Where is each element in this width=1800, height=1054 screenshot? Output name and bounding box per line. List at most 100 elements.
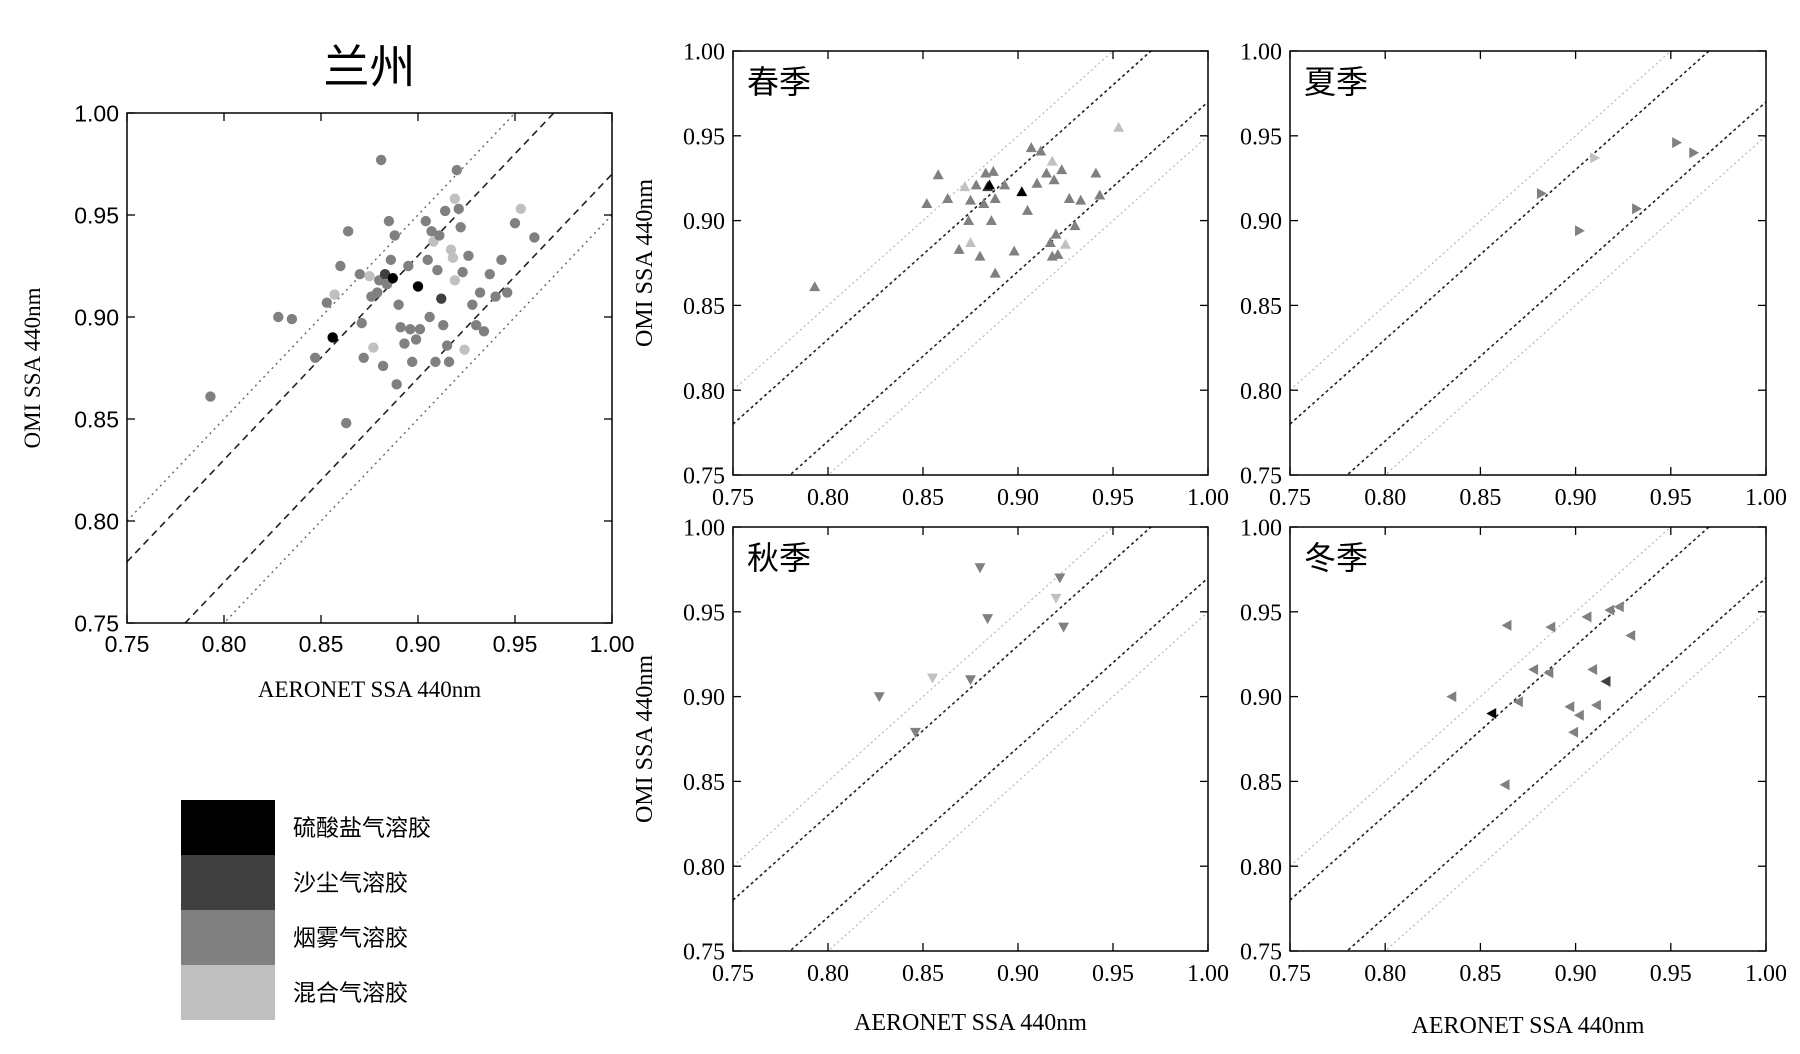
data-point xyxy=(335,260,346,272)
data-point xyxy=(424,311,435,323)
data-point xyxy=(356,317,367,329)
y-tick-label: 0.80 xyxy=(1240,379,1282,405)
data-point xyxy=(422,254,433,266)
y-tick-label: 0.95 xyxy=(683,600,725,626)
data-point xyxy=(1044,237,1056,248)
data-point xyxy=(974,250,986,261)
data-point xyxy=(342,226,354,237)
data-point xyxy=(1025,142,1037,153)
chart-title: 兰州 xyxy=(324,40,416,94)
data-point xyxy=(978,198,990,209)
data-point xyxy=(406,356,418,368)
legend-swatch xyxy=(181,910,275,965)
data-point xyxy=(459,344,470,355)
reference-line xyxy=(1290,527,1672,867)
data-point xyxy=(509,217,521,229)
data-point xyxy=(809,281,821,292)
legend-swatch xyxy=(181,855,275,910)
y-tick-label: 0.80 xyxy=(683,855,725,881)
data-point xyxy=(496,254,507,266)
data-point xyxy=(1094,189,1106,200)
data-point xyxy=(989,267,1001,278)
data-point xyxy=(309,352,321,363)
y-tick-label: 0.90 xyxy=(74,304,119,330)
reference-line xyxy=(733,51,1153,425)
data-point xyxy=(436,293,447,304)
data-point xyxy=(1499,779,1510,791)
plot-frame xyxy=(126,112,613,624)
x-tick-label: 0.90 xyxy=(997,485,1039,511)
data-point xyxy=(1041,167,1052,178)
y-tick-label: 0.85 xyxy=(1240,294,1282,320)
x-tick-label: 0.80 xyxy=(202,631,247,657)
data-point xyxy=(1575,225,1585,237)
data-point xyxy=(445,244,457,255)
data-point xyxy=(1632,203,1643,215)
data-point xyxy=(1035,145,1047,156)
x-tick-label: 0.85 xyxy=(299,631,344,657)
x-tick-label: 0.80 xyxy=(1364,485,1406,511)
data-point xyxy=(432,264,443,276)
x-tick-label: 0.95 xyxy=(493,631,538,657)
data-point xyxy=(329,289,340,300)
data-point xyxy=(1591,699,1601,711)
x-tick-label: 0.80 xyxy=(1364,961,1406,987)
data-point xyxy=(375,154,387,166)
reference-line xyxy=(733,51,1114,391)
x-axis-label: AERONET SSA 440nm xyxy=(1412,1013,1645,1039)
data-point xyxy=(463,250,474,261)
y-tick-label: 0.75 xyxy=(683,940,725,966)
data-point xyxy=(1545,621,1556,633)
data-point xyxy=(457,266,468,278)
data-point xyxy=(965,675,976,686)
data-point xyxy=(921,198,933,209)
x-tick-label: 0.75 xyxy=(1269,961,1311,987)
data-point xyxy=(909,727,921,738)
data-point xyxy=(1543,667,1554,679)
data-point xyxy=(529,232,540,243)
data-point xyxy=(490,291,501,302)
data-point xyxy=(927,673,938,684)
data-point xyxy=(1031,177,1043,188)
data-point xyxy=(395,322,406,333)
chart-panel-2: 0.75 0.80 0.85 0.90 0.95 1.00 0.75 0.80 0.85 0.90… xyxy=(1240,40,1787,511)
data-point xyxy=(1048,174,1060,185)
data-point xyxy=(999,179,1011,190)
reference-line xyxy=(1290,51,1711,425)
data-point xyxy=(932,169,944,180)
data-point xyxy=(965,237,976,248)
data-point xyxy=(467,299,478,310)
y-tick-label: 0.75 xyxy=(683,464,725,490)
data-point xyxy=(354,268,365,280)
data-point xyxy=(364,271,375,282)
data-point xyxy=(449,275,461,286)
y-tick-label: 0.95 xyxy=(74,202,119,228)
y-tick-label: 1.00 xyxy=(1240,40,1282,66)
chart-panel-1: 0.75 0.80 0.85 0.90 0.95 1.00 0.75 0.80 0.85 0.90… xyxy=(632,40,1229,511)
data-point xyxy=(451,164,462,176)
data-point xyxy=(1113,121,1125,132)
data-point xyxy=(942,193,954,203)
reference-line xyxy=(184,173,612,623)
data-point xyxy=(1046,155,1058,166)
y-tick-label: 0.75 xyxy=(1240,464,1282,490)
data-point xyxy=(393,299,404,310)
y-tick-label: 0.85 xyxy=(74,406,119,432)
legend-label: 硫酸盐气溶胶 xyxy=(293,816,431,842)
data-point xyxy=(438,319,449,331)
x-tick-label: 0.90 xyxy=(1555,485,1597,511)
reference-line xyxy=(788,577,1208,951)
data-point xyxy=(385,254,397,266)
data-point xyxy=(455,222,466,233)
data-point xyxy=(1689,147,1700,159)
data-point xyxy=(273,311,284,323)
y-tick-label: 0.75 xyxy=(74,610,119,636)
data-point xyxy=(391,379,402,390)
data-point xyxy=(1022,204,1033,215)
data-point xyxy=(1536,187,1547,199)
legend-label: 沙尘气溶胶 xyxy=(293,871,408,897)
x-tick-label: 1.00 xyxy=(590,631,635,657)
y-tick-label: 0.90 xyxy=(683,685,725,711)
chart-panel-4: 0.75 0.80 0.85 0.90 0.95 1.00 0.75 0.80 0.85 0.90… xyxy=(1240,516,1787,1039)
